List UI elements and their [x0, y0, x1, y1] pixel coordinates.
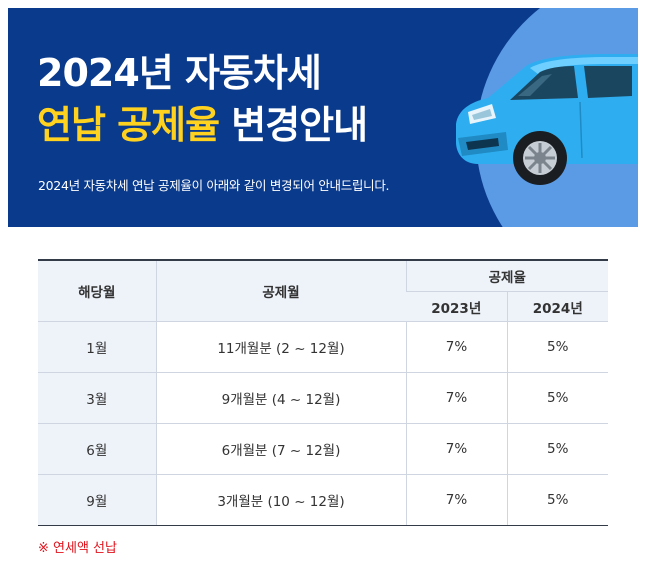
cell-rate-2024: 5% — [506, 321, 609, 373]
cell-month: 9월 — [38, 474, 156, 526]
table-header-row: 해당월 공제월 공제율 — [38, 259, 609, 322]
header-year-2023: 2023년 — [406, 291, 507, 322]
header-month: 해당월 — [38, 259, 156, 322]
cell-month: 6월 — [38, 423, 156, 475]
cell-rate-2024: 5% — [506, 474, 609, 526]
cell-deduction-months: 9개월분 (4 ~ 12월) — [155, 372, 406, 424]
cell-deduction-months: 3개월분 (10 ~ 12월) — [155, 474, 406, 526]
cell-rate-2023: 7% — [405, 321, 507, 373]
banner-title-line1: 2024년 자동차세 — [37, 51, 322, 95]
banner-title-rest: 변경안내 — [219, 103, 368, 147]
cell-deduction-months: 6개월분 (7 ~ 12월) — [155, 423, 406, 475]
banner-title-line2: 연납 공제율 변경안내 — [37, 103, 368, 147]
cell-rate-2024: 5% — [506, 372, 609, 424]
car-illustration — [456, 54, 638, 185]
cell-month: 3월 — [38, 372, 156, 424]
header-rate-group: 공제율 — [405, 259, 609, 292]
cell-rate-2023: 7% — [405, 372, 507, 424]
cell-month: 1월 — [38, 321, 156, 373]
footnote: ※ 연세액 선납 — [38, 541, 117, 556]
table-row: 9월 3개월분 (10 ~ 12월) 7% 5% — [38, 474, 609, 526]
cell-rate-2023: 7% — [405, 423, 507, 475]
header-deduction-months: 공제월 — [155, 259, 406, 322]
table-subheader-row: 2023년 2024년 — [38, 291, 609, 322]
banner: 2024년 자동차세 연납 공제율 변경안내 2024년 자동차세 연납 공제율… — [8, 8, 638, 227]
table-row: 6월 6개월분 (7 ~ 12월) 7% 5% — [38, 423, 609, 475]
table-row: 1월 11개월분 (2 ~ 12월) 7% 5% — [38, 321, 609, 373]
deduction-rate-table: 해당월 공제월 공제율 2023년 2024년 1월 11개월분 (2 ~ 12… — [38, 259, 609, 526]
header-year-2024: 2024년 — [506, 291, 609, 322]
table-row: 3월 9개월분 (4 ~ 12월) 7% 5% — [38, 372, 609, 424]
banner-title-highlight: 연납 공제율 — [37, 103, 220, 147]
cell-deduction-months: 11개월분 (2 ~ 12월) — [155, 321, 406, 373]
cell-rate-2023: 7% — [405, 474, 507, 526]
banner-subtitle: 2024년 자동차세 연납 공제율이 아래와 같이 변경되어 안내드립니다. — [38, 178, 390, 193]
cell-rate-2024: 5% — [506, 423, 609, 475]
